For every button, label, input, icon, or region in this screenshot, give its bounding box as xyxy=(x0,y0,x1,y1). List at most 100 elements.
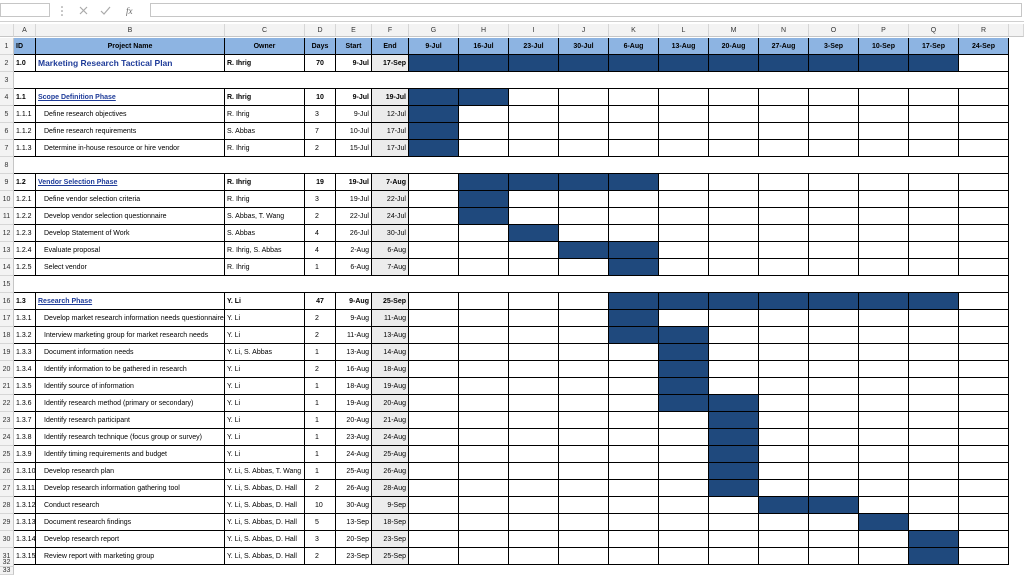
gantt-cell xyxy=(909,463,959,480)
row-number: 12 xyxy=(0,225,14,242)
gantt-bar-cell xyxy=(759,497,809,514)
task-start: 6-Aug xyxy=(336,259,372,276)
gantt-cell xyxy=(759,140,809,157)
row-number: 21 xyxy=(0,378,14,395)
formula-bar: fx xyxy=(0,0,1024,22)
gantt-cell xyxy=(459,123,509,140)
gantt-cell xyxy=(959,310,1009,327)
gantt-cell xyxy=(409,497,459,514)
gantt-bar-cell xyxy=(709,429,759,446)
column-header: F xyxy=(372,24,409,37)
gantt-cell xyxy=(859,242,909,259)
row-number: 29 xyxy=(0,514,14,531)
column-header: H xyxy=(459,24,509,37)
task-days: 19 xyxy=(305,174,336,191)
header-cell: Days xyxy=(305,38,336,55)
gantt-cell xyxy=(859,89,909,106)
gantt-cell xyxy=(659,480,709,497)
header-cell: Project Name xyxy=(36,38,225,55)
gantt-cell xyxy=(409,327,459,344)
gantt-bar-cell xyxy=(859,514,909,531)
gantt-cell xyxy=(609,89,659,106)
gantt-cell xyxy=(459,293,509,310)
gantt-cell xyxy=(759,548,809,565)
gantt-cell xyxy=(609,140,659,157)
task-owner: S. Abbas xyxy=(225,225,305,242)
gantt-cell xyxy=(659,242,709,259)
gantt-cell xyxy=(909,480,959,497)
gantt-cell xyxy=(909,446,959,463)
task-end: 13-Aug xyxy=(372,327,409,344)
task-end: 18-Aug xyxy=(372,361,409,378)
gantt-bar-cell xyxy=(459,89,509,106)
gantt-cell xyxy=(809,208,859,225)
gantt-cell xyxy=(509,429,559,446)
task-days: 1 xyxy=(305,412,336,429)
week-header: 6-Aug xyxy=(609,38,659,55)
gantt-cell xyxy=(959,548,1009,565)
row-number: 10 xyxy=(0,191,14,208)
gantt-cell xyxy=(509,463,559,480)
gantt-cell xyxy=(859,395,909,412)
gantt-cell xyxy=(609,463,659,480)
task-end: 17-Jul xyxy=(372,123,409,140)
task-start: 2-Aug xyxy=(336,242,372,259)
gantt-cell xyxy=(609,395,659,412)
gantt-cell xyxy=(409,378,459,395)
task-name: Conduct research xyxy=(36,497,225,514)
gantt-cell xyxy=(759,327,809,344)
task-end: 12-Jul xyxy=(372,106,409,123)
task-id: 1.3.14 xyxy=(14,531,36,548)
task-end: 23-Sep xyxy=(372,531,409,548)
task-start: 26-Jul xyxy=(336,225,372,242)
task-days: 2 xyxy=(305,208,336,225)
gantt-cell xyxy=(759,531,809,548)
task-days: 2 xyxy=(305,327,336,344)
gantt-cell xyxy=(959,225,1009,242)
task-days: 70 xyxy=(305,55,336,72)
gantt-cell xyxy=(609,548,659,565)
gantt-cell xyxy=(709,378,759,395)
gantt-bar-cell xyxy=(559,174,609,191)
column-header: E xyxy=(336,24,372,37)
gantt-cell xyxy=(559,412,609,429)
gantt-bar-cell xyxy=(409,123,459,140)
gantt-cell xyxy=(459,446,509,463)
task-start: 22-Jul xyxy=(336,208,372,225)
row-number: 5 xyxy=(0,106,14,123)
week-header: 23-Jul xyxy=(509,38,559,55)
gantt-cell xyxy=(859,106,909,123)
task-end: 19-Jul xyxy=(372,89,409,106)
gantt-cell xyxy=(809,446,859,463)
task-id: 1.2.4 xyxy=(14,242,36,259)
gantt-cell xyxy=(809,310,859,327)
gantt-cell xyxy=(409,548,459,565)
gantt-cell xyxy=(509,531,559,548)
gantt-cell xyxy=(609,378,659,395)
task-owner: R. Ihrig xyxy=(225,259,305,276)
gantt-cell xyxy=(959,395,1009,412)
row-number: 24 xyxy=(0,429,14,446)
gantt-cell xyxy=(809,123,859,140)
formula-input[interactable] xyxy=(150,3,1022,17)
gantt-cell xyxy=(859,378,909,395)
row-number: 19 xyxy=(0,344,14,361)
gantt-cell xyxy=(559,429,609,446)
task-end: 6-Aug xyxy=(372,242,409,259)
task-start: 16-Aug xyxy=(336,361,372,378)
gantt-cell xyxy=(859,344,909,361)
name-box[interactable] xyxy=(0,3,50,17)
task-start: 9-Jul xyxy=(336,55,372,72)
task-days: 2 xyxy=(305,548,336,565)
row-number: 32 xyxy=(0,559,14,567)
gantt-cell xyxy=(809,429,859,446)
gantt-cell xyxy=(909,242,959,259)
task-days: 1 xyxy=(305,463,336,480)
gantt-bar-cell xyxy=(409,89,459,106)
task-id: 1.3.7 xyxy=(14,412,36,429)
column-header: R xyxy=(959,24,1009,37)
gantt-cell xyxy=(959,327,1009,344)
task-start: 19-Jul xyxy=(336,191,372,208)
task-name: Review report with marketing group xyxy=(36,548,225,565)
gantt-bar-cell xyxy=(709,463,759,480)
